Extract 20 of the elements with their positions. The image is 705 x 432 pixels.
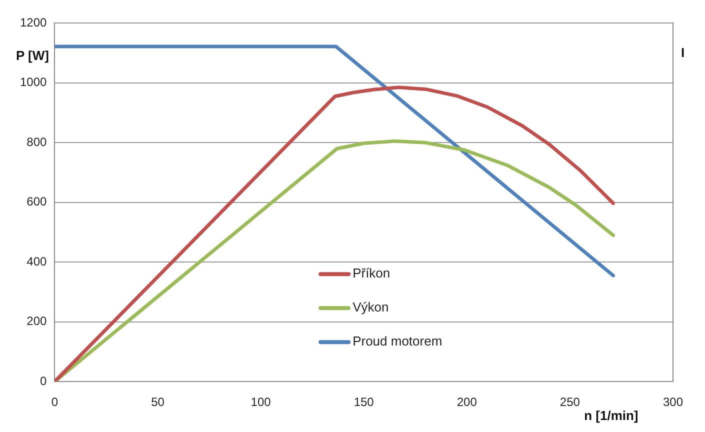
- x-tick-label: 200: [456, 395, 478, 410]
- y-tick-label: 1200: [20, 16, 48, 30]
- y-tick-label: 200: [26, 314, 48, 328]
- y-tick-label: 0: [40, 374, 48, 388]
- y-tick-label: 800: [26, 134, 48, 149]
- x-tick-label: 0: [51, 395, 58, 410]
- x-tick-label: 300: [662, 395, 684, 410]
- legend-label: Proud motorem: [352, 334, 442, 349]
- legend-label: Výkon: [352, 300, 389, 315]
- x-tick-label: 50: [151, 395, 165, 410]
- y-tick-label: 400: [26, 254, 48, 268]
- x-tick-label: 250: [560, 395, 580, 410]
- y2-axis-title: I: [681, 44, 685, 60]
- y-tick-label: 600: [26, 194, 48, 209]
- x-tick-label: 150: [354, 395, 374, 410]
- y-axis-title: P [W]: [16, 48, 49, 63]
- y-tick-label: 1000: [20, 75, 48, 90]
- x-tick-label: 100: [250, 395, 272, 410]
- legend-label: Příkon: [352, 266, 390, 281]
- x-axis-title: n [1/min]: [584, 408, 638, 424]
